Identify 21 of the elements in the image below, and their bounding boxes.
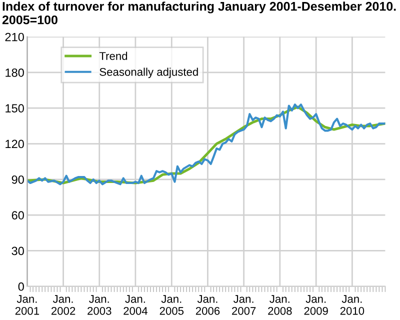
x-tick-label: Jan. 2003 [88,295,112,315]
legend-label: Seasonally adjusted [100,68,198,78]
y-tick-label: 150 [6,104,24,113]
y-tick-label: 30 [12,246,24,256]
x-tick-label: Jan. 2001 [15,295,40,315]
y-tick-label: 210 [5,32,24,42]
x-tick-label: Jan. 2009 [304,295,328,315]
x-tick-label: Jan. 2004 [124,295,148,315]
y-tick-label: 120 [6,140,24,148]
y-tick-label: 0 [18,282,24,291]
x-tick-label: Jan. 2007 [232,295,256,315]
chart-title: Index of turnover for manufacturing January 2001-Desember 2010. 2005=100 [2,2,396,24]
x-tick-label: Jan. 2005 [160,295,184,315]
x-tick-label: Jan. 2006 [196,295,220,315]
x-tick-label: Jan. 2008 [268,295,292,315]
y-tick-label: 60 [12,211,24,220]
y-tick-label: 180 [6,68,24,77]
y-tick-label: 90 [12,175,24,184]
legend-label: Trend [99,52,128,60]
x-tick-label: Jan. 2010 [340,295,364,315]
x-tick-label: Jan. 2002 [51,295,76,315]
